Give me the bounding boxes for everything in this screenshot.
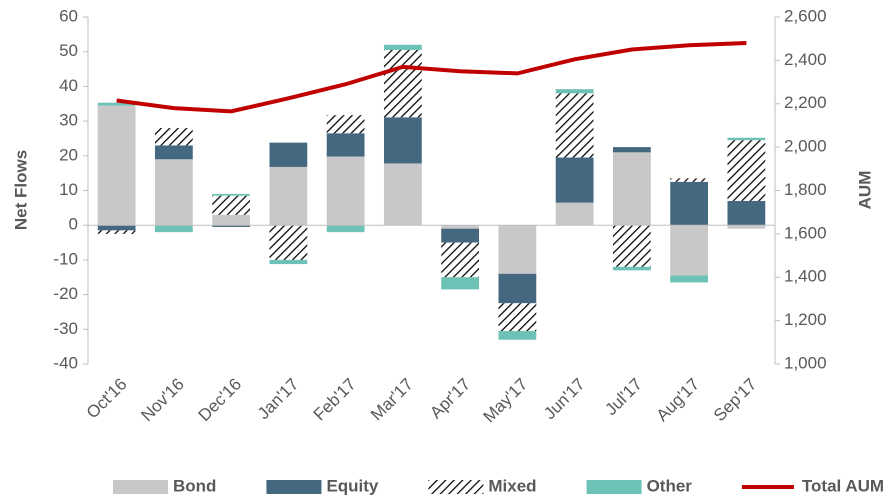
legend-label: Total AUM [802, 476, 884, 495]
legend-swatch [266, 480, 322, 494]
bar-segment [727, 137, 766, 141]
y-tick-label: -20 [53, 284, 78, 303]
bar-segment [97, 105, 136, 226]
bar-segment [555, 93, 594, 158]
bar-segment [97, 102, 136, 106]
bar-segment [212, 214, 251, 226]
bar-segment [154, 225, 193, 233]
bar-segment [269, 142, 308, 167]
y-tick-label: 20 [59, 145, 78, 164]
bar-segment [555, 157, 594, 203]
bar-segment [154, 128, 193, 146]
bar-segment [326, 115, 365, 134]
legend-swatch [428, 480, 484, 494]
y2-tick-label: 2,000 [784, 137, 827, 156]
bar-segment [154, 145, 193, 160]
y-tick-label: -40 [53, 353, 78, 372]
y2-tick-label: 1,800 [784, 180, 827, 199]
bar-segment [383, 163, 422, 226]
bar-segment [555, 202, 594, 226]
bar-segment [498, 273, 537, 304]
bar-segment [670, 225, 709, 276]
y-tick-label: 40 [59, 76, 78, 95]
bar-segment [441, 228, 480, 243]
y-tick-label: 0 [69, 215, 78, 234]
line [116, 41, 747, 114]
x-tick-label: Jun'17 [540, 375, 588, 423]
y2-tick-label: 1,600 [784, 223, 827, 242]
bar-segment [727, 200, 766, 226]
y2-tick-label: 2,600 [784, 6, 827, 25]
x-tick-label: Oct'16 [83, 375, 131, 423]
bar-segment [612, 266, 651, 271]
bar-segment [269, 166, 308, 226]
y2-tick-label: 1,400 [784, 267, 827, 286]
bar-segment [383, 117, 422, 164]
legend-swatch [586, 480, 642, 494]
bar-segment [383, 49, 422, 118]
bar-segment [212, 193, 251, 196]
bar-segment [727, 225, 766, 229]
x-tick-label: Aug'17 [653, 375, 703, 425]
x-tick-label: Sep'17 [710, 375, 760, 425]
bar-segment [269, 225, 308, 260]
bar-segment [670, 181, 709, 226]
bar-segment [383, 44, 422, 50]
x-tick-label: May'17 [480, 375, 532, 427]
bar-segment [154, 159, 193, 226]
legend-label: Bond [173, 476, 216, 495]
y-tick-label: 60 [59, 6, 78, 25]
bar-segment [612, 152, 651, 226]
bar-segment [441, 225, 480, 229]
bar-segment [670, 275, 709, 283]
bar-segment [326, 133, 365, 157]
bar-segment [212, 225, 251, 227]
bar-segment [326, 225, 365, 233]
x-tick-label: Jul'17 [601, 375, 645, 419]
bar-segment [269, 259, 308, 265]
y-tick-label: -10 [53, 249, 78, 268]
bar-segment [498, 303, 537, 332]
bar-segment [612, 147, 651, 153]
y-tick-label: -30 [53, 319, 78, 338]
y2-tick-label: 2,400 [784, 50, 827, 69]
legend-label: Other [647, 476, 693, 495]
legend-swatch [113, 480, 168, 494]
bar-segment [441, 242, 480, 278]
x-tick-label: Apr'17 [426, 375, 474, 423]
x-tick-label: Jan'17 [254, 375, 302, 423]
y2-tick-label: 2,200 [784, 93, 827, 112]
y2-tick-label: 1,000 [784, 353, 827, 372]
bar-segment [441, 277, 480, 290]
y2-axis-title: AUM [855, 171, 874, 210]
bar-segment [670, 178, 709, 182]
legend-label: Equity [326, 476, 378, 495]
bar-segment [97, 230, 136, 234]
legend-label: Mixed [488, 476, 536, 495]
y-tick-label: 30 [59, 111, 78, 130]
bar-segment [727, 140, 766, 201]
x-tick-label: Feb'17 [310, 375, 360, 425]
y-tick-label: 10 [59, 180, 78, 199]
y-axis-title: Net Flows [11, 150, 30, 230]
bar-segment [212, 195, 251, 215]
bar-segment [612, 225, 651, 267]
bar-segment [498, 225, 537, 274]
bar-segment [97, 225, 136, 231]
y-tick-label: 50 [59, 41, 78, 60]
x-tick-label: Nov'16 [137, 375, 187, 425]
bar-segment [498, 331, 537, 340]
x-tick-label: Dec'16 [195, 375, 245, 425]
y2-tick-label: 1,200 [784, 310, 827, 329]
bar-segment [326, 156, 365, 226]
x-tick-label: Mar'17 [367, 375, 417, 425]
bar-segment [555, 89, 594, 94]
